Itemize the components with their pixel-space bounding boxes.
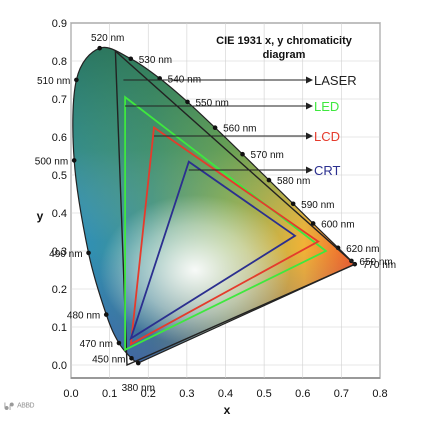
x-tick-label: 0.8 [372, 388, 387, 400]
gamut-lcd [129, 125, 320, 346]
y-tick-label: 0.8 [52, 56, 67, 68]
y-axis-ticks: 0.0 0.1 0.2 0.3 0.4 0.5 0.6 0.7 0.8 0.9 [52, 18, 67, 372]
wavelength-label: 490 nm [49, 249, 82, 260]
x-tick-label: 0.0 [63, 388, 78, 400]
y-tick-label: 0.7 [52, 94, 67, 106]
locus-marker [135, 360, 141, 366]
gamut-label-laser: LASER [314, 73, 357, 88]
gamut-crt [129, 160, 297, 341]
gamut-arrowhead [306, 76, 313, 84]
locus-marker [103, 312, 109, 317]
x-tick-label: 0.7 [334, 388, 349, 400]
x-axis-ticks: 0.0 0.1 0.2 0.3 0.4 0.5 0.6 0.7 0.8 [63, 388, 387, 400]
locus-marker [129, 355, 134, 361]
y-tick-label: 0.0 [52, 360, 67, 372]
wavelength-labels: 380 nm 450 nm 470 nm 480 nm 490 nm 500 nm 510 … [35, 33, 396, 394]
y-tick-label: 0.5 [52, 170, 67, 182]
x-tick-label: 0.4 [218, 388, 233, 400]
wavelength-label: 450 nm [92, 354, 125, 365]
gamut-arrows: LASER LED LCD CRT [123, 73, 357, 178]
gamut-laser [114, 49, 357, 367]
x-tick-label: 0.6 [295, 388, 310, 400]
x-tick-label: 0.2 [141, 388, 156, 400]
locus-marker [185, 99, 190, 105]
wavelength-label: 510 nm [37, 76, 70, 87]
watermark: ᖲᖰ ᴬᴮᴮᴰ [4, 402, 35, 413]
wavelength-label: 500 nm [35, 156, 68, 167]
y-tick-label: 0.1 [52, 322, 67, 334]
gamut-label-lcd: LCD [314, 129, 340, 144]
locus-marker [240, 151, 245, 157]
wavelength-label: 580 nm [277, 176, 310, 187]
locus-marker [310, 221, 316, 226]
chart-title: CIE 1931 x, y chromaticity [216, 35, 353, 47]
wavelength-label: 620 nm [346, 244, 379, 255]
wavelength-label: 560 nm [223, 124, 256, 135]
locus-marker [128, 56, 134, 62]
wavelength-label: 380 nm [122, 383, 155, 394]
gamut-triangles [114, 49, 357, 367]
locus-marker [86, 250, 91, 256]
locus-marker [212, 125, 218, 130]
locus-marker [290, 201, 296, 207]
wavelength-label: 570 nm [251, 150, 284, 161]
locus-marker [74, 77, 79, 83]
wavelength-label: 470 nm [80, 339, 113, 350]
y-tick-label: 0.4 [52, 208, 67, 220]
wavelength-label: 770 nm [363, 260, 396, 271]
gamut-label-led: LED [314, 99, 339, 114]
x-tick-label: 0.5 [256, 388, 271, 400]
x-axis-label: x [224, 403, 231, 417]
wavelength-label: 590 nm [301, 200, 334, 211]
x-tick-label: 0.3 [179, 388, 194, 400]
wavelength-label: 520 nm [91, 33, 124, 44]
wavelength-label: 530 nm [139, 55, 172, 66]
locus-marker [97, 45, 102, 51]
gamut-arrowhead [306, 102, 313, 110]
gamut-led [124, 95, 328, 352]
y-tick-label: 0.9 [52, 18, 67, 30]
wavelength-label: 600 nm [321, 219, 354, 230]
gamut-label-crt: CRT [314, 163, 341, 178]
locus-marker [116, 340, 122, 346]
x-tick-label: 0.1 [102, 388, 117, 400]
wavelength-label: 650 nm [359, 257, 392, 268]
y-tick-label: 0.6 [52, 132, 67, 144]
y-axis-label: y [37, 209, 44, 223]
gamut-arrowhead [306, 166, 313, 174]
locus-marker [71, 158, 77, 163]
locus-marker [266, 177, 272, 183]
gamut-arrowhead [306, 132, 313, 140]
wavelength-label: 480 nm [67, 311, 100, 322]
y-tick-label: 0.2 [52, 284, 67, 296]
chart-subtitle: diagram [263, 49, 306, 61]
wavelength-label: 550 nm [195, 98, 228, 109]
y-tick-label: 0.3 [52, 246, 67, 258]
